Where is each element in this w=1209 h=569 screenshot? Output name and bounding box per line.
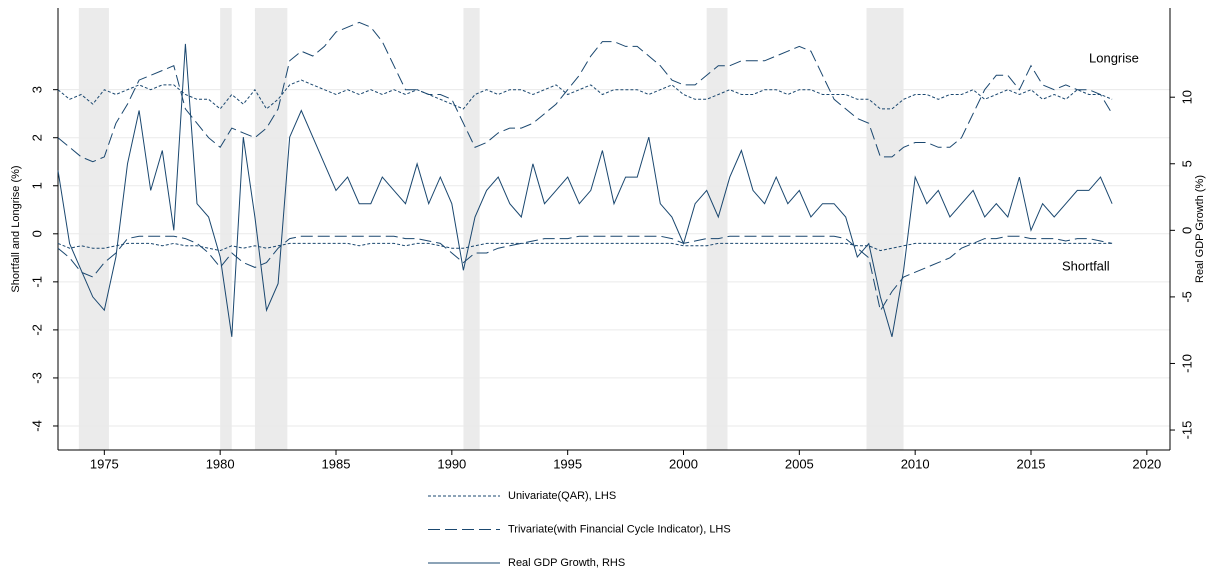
recession-band [706,8,728,450]
y2-tick-label: -5 [1179,291,1194,303]
series-line [57,43,1113,337]
y-axis-label: Shortfall and Longrise (%) [10,165,22,292]
x-tick-label: 2015 [1017,456,1046,471]
series-line [57,79,1113,110]
recession-band [866,8,904,450]
y-tick-label: -3 [29,372,44,384]
y2-tick-label: -15 [1179,421,1194,440]
x-tick-label: 1985 [322,456,351,471]
y2-tick-label: 5 [1179,160,1194,167]
y2-axis-label: Real GDP Growth (%) [1194,175,1206,283]
legend-label: Real GDP Growth, RHS [508,557,625,569]
y-tick-label: 2 [29,134,44,141]
y-tick-label: -1 [29,276,44,288]
legend-label: Trivariate(with Financial Cycle Indicato… [508,523,731,535]
y-tick-label: 0 [29,230,44,237]
y2-tick-label: 0 [1179,227,1194,234]
x-tick-label: 2000 [669,456,698,471]
legend-label: Univariate(QAR), LHS [508,490,616,502]
x-tick-label: 1975 [90,456,119,471]
series-line [57,21,1113,163]
y-tick-label: -4 [29,420,44,432]
recession-band [220,8,232,450]
y2-tick-label: -10 [1179,354,1194,373]
x-tick-label: 2010 [901,456,930,471]
y-tick-label: 1 [29,182,44,189]
recession-band [78,8,109,450]
annotation: Longrise [1089,50,1139,65]
y2-tick-label: 10 [1179,90,1194,104]
x-tick-label: 2005 [785,456,814,471]
x-tick-label: 1990 [437,456,466,471]
recession-band [463,8,480,450]
x-tick-label: 1980 [206,456,235,471]
series-line [57,235,1113,313]
y-tick-label: 3 [29,86,44,93]
x-tick-label: 1995 [553,456,582,471]
annotation: Shortfall [1062,258,1110,273]
y-tick-label: -2 [29,324,44,336]
x-tick-label: 2020 [1132,456,1161,471]
